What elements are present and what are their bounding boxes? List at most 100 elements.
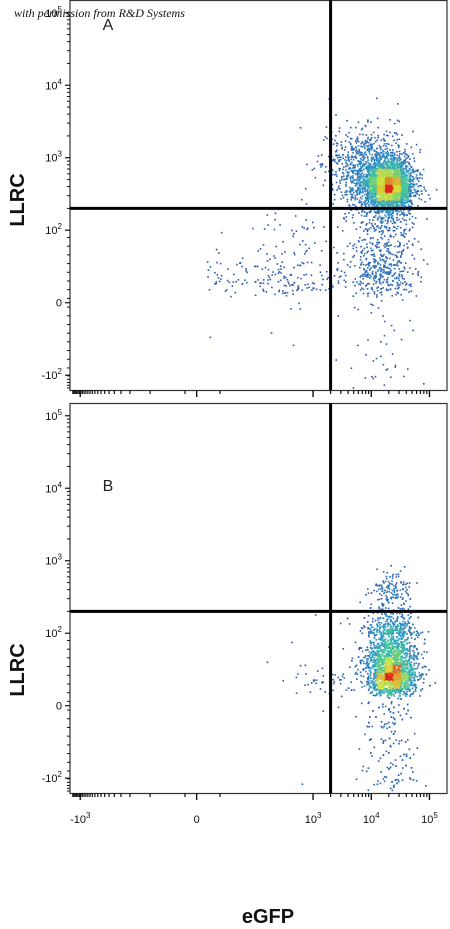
event-dot	[357, 189, 359, 192]
event-dot	[382, 209, 385, 211]
event-dot	[357, 179, 360, 182]
event-dot	[338, 156, 341, 159]
event-dot	[361, 172, 364, 174]
event-dot	[377, 261, 379, 264]
event-dot	[371, 193, 374, 195]
event-dot	[262, 290, 265, 292]
event-dot	[349, 186, 351, 189]
event-dot	[398, 138, 401, 140]
event-dot	[360, 205, 363, 207]
event-dot	[305, 187, 307, 190]
event-dot	[361, 156, 364, 158]
event-dot	[349, 162, 352, 165]
event-dot	[405, 184, 407, 186]
event-dot	[409, 175, 412, 177]
event-dot	[360, 142, 362, 145]
event-dot	[375, 357, 378, 360]
event-dot	[350, 181, 353, 184]
event-dot	[367, 145, 369, 148]
event-dot	[414, 195, 417, 197]
event-dot	[410, 283, 412, 286]
event-dot	[361, 153, 364, 156]
y-tick-label: 105	[45, 5, 62, 20]
event-dot	[371, 194, 374, 196]
event-dot	[386, 189, 389, 191]
event-dot	[375, 197, 377, 199]
event-dot	[401, 275, 403, 278]
event-dot	[266, 214, 269, 216]
event-dot	[371, 175, 374, 177]
event-dot	[395, 180, 398, 183]
event-dot	[337, 280, 340, 282]
event-dot	[381, 180, 383, 182]
event-dot	[338, 130, 341, 133]
event-dot	[386, 165, 389, 167]
event-dot	[360, 263, 362, 265]
event-dot	[398, 177, 400, 179]
event-dot	[356, 181, 358, 184]
event-dot	[374, 174, 377, 177]
event-dot	[371, 204, 373, 206]
event-dot	[376, 296, 378, 298]
event-dot	[361, 141, 363, 143]
event-dot	[397, 277, 400, 280]
event-dot	[380, 274, 383, 276]
event-dot	[360, 200, 363, 203]
event-dot	[335, 155, 338, 157]
event-dot	[390, 169, 393, 172]
event-dot	[397, 240, 399, 243]
event-dot	[379, 156, 381, 159]
event-dot	[376, 184, 379, 186]
event-dot	[387, 188, 390, 191]
event-dot	[394, 222, 397, 224]
event-dot	[390, 164, 392, 167]
event-dot	[413, 160, 416, 162]
event-dot	[363, 238, 365, 241]
event-dot	[396, 176, 399, 179]
event-dot	[394, 175, 397, 178]
event-dot	[377, 268, 380, 271]
event-dot	[381, 184, 383, 187]
event-dot	[398, 273, 401, 275]
event-dot	[387, 187, 389, 190]
event-dot	[369, 277, 371, 279]
event-dot	[385, 134, 388, 137]
event-dot	[343, 279, 345, 282]
event-dot	[391, 191, 394, 193]
event-dot	[394, 163, 397, 166]
event-dot	[370, 226, 372, 229]
event-dot	[375, 275, 378, 278]
event-dot	[383, 253, 385, 256]
event-dot	[354, 164, 356, 166]
event-dot	[358, 283, 360, 285]
event-dot	[282, 292, 284, 295]
event-dot	[360, 245, 362, 248]
event-dot	[383, 334, 386, 337]
event-dot	[385, 197, 387, 200]
event-dot	[361, 180, 364, 183]
event-dot	[382, 176, 384, 179]
event-dot	[407, 205, 410, 208]
event-dot	[380, 288, 382, 290]
event-dot	[374, 187, 376, 189]
event-dot	[384, 243, 386, 245]
event-dot	[387, 267, 390, 269]
event-dot	[396, 202, 399, 204]
event-dot	[396, 203, 399, 206]
event-dot	[377, 206, 379, 208]
event-dot	[394, 226, 396, 229]
event-dot	[382, 259, 385, 261]
event-dot	[379, 250, 382, 253]
event-dot	[372, 304, 374, 306]
event-dot	[377, 241, 380, 244]
event-dot	[386, 281, 389, 283]
event-dot	[314, 242, 316, 244]
event-dot	[274, 212, 277, 215]
event-dot	[379, 194, 381, 197]
event-dot	[386, 222, 388, 225]
event-dot	[355, 147, 358, 149]
event-dot	[390, 157, 392, 160]
event-dot	[351, 161, 353, 164]
event-dot	[391, 222, 394, 225]
event-dot	[372, 169, 374, 172]
